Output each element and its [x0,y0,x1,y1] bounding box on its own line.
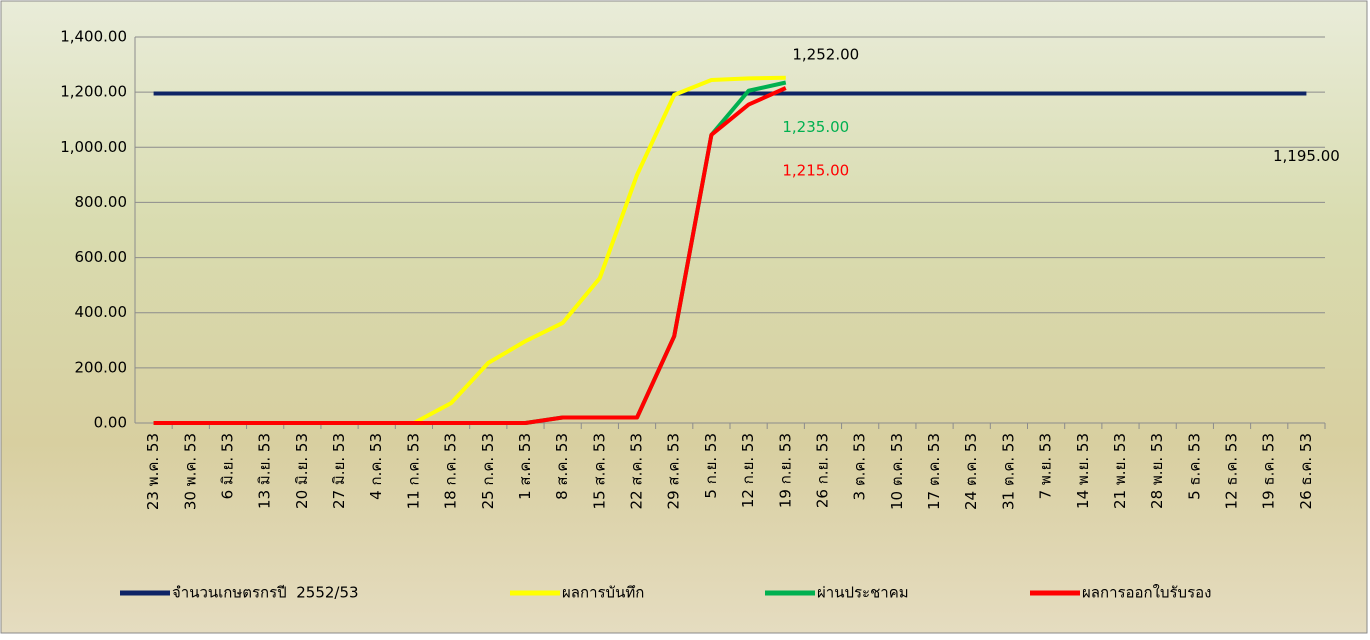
x-tick-label: 12 ก.ย. 53 [739,433,757,508]
y-tick-label: 1,200.00 [60,83,127,101]
page: 0.00 200.00 400.00 600.00 800.00 1,000.00 1,20… [0,0,1370,640]
x-tick-label: 13 มิ.ย. 53 [256,433,274,509]
legend-label: จำนวนเกษตรกรปี 2552/53 [172,584,359,602]
data-label: 1,215.00 [782,162,849,180]
y-tick-label: 800.00 [75,193,128,211]
x-tick-label: 25 ก.ค. 53 [479,433,497,509]
x-tick-label: 29 ส.ค. 53 [665,433,683,509]
x-tick-label: 18 ก.ค. 53 [442,433,460,509]
x-tick-label: 22 ส.ค. 53 [628,433,646,509]
x-tick-label: 8 ส.ค. 53 [553,433,571,500]
y-tick-label: 200.00 [75,358,128,376]
y-tick-label: 0.00 [94,414,127,432]
data-label: 1,195.00 [1273,147,1340,165]
x-tick-label: 27 มิ.ย. 53 [330,433,348,509]
y-tick-label: 400.00 [75,303,128,321]
x-tick-label: 10 ต.ค. 53 [888,433,906,510]
y-tick-label: 1,000.00 [60,138,127,156]
x-tick-label: 30 พ.ค. 53 [181,433,199,510]
x-tick-label: 7 พ.ย. 53 [1037,433,1055,499]
x-tick-label: 26 ธ.ค. 53 [1297,433,1315,509]
x-tick-label: 3 ต.ค. 53 [851,433,869,500]
legend-label: ผลการออกใบรับรอง [1082,584,1211,602]
x-tick-label: 28 พ.ย. 53 [1148,433,1166,509]
x-tick-label: 1 ส.ค. 53 [516,433,534,500]
x-tick-label: 4 ก.ค. 53 [367,433,385,500]
data-label: 1,235.00 [782,118,849,136]
x-tick-label: 26 ก.ย. 53 [813,433,831,508]
legend-label: ผลการบันทึก [562,584,644,602]
x-tick-label: 23 พ.ค. 53 [144,433,162,510]
x-tick-label: 12 ธ.ค. 53 [1223,433,1241,509]
x-tick-label: 21 พ.ย. 53 [1111,433,1129,509]
x-tick-label: 17 ต.ค. 53 [925,433,943,510]
data-label: 1,252.00 [792,45,859,63]
x-tick-label: 19 ธ.ค. 53 [1260,433,1278,509]
x-tick-label: 20 มิ.ย. 53 [293,433,311,509]
y-tick-label: 1,400.00 [60,28,127,46]
legend-label: ผ่านประชาคม [817,584,909,602]
x-tick-label: 24 ต.ค. 53 [962,433,980,510]
x-tick-label: 6 มิ.ย. 53 [218,433,236,499]
x-tick-label: 31 ต.ค. 53 [999,433,1017,510]
x-tick-label: 15 ส.ค. 53 [590,433,608,509]
x-tick-label: 14 พ.ย. 53 [1074,433,1092,509]
y-tick-label: 600.00 [75,248,128,266]
x-tick-label: 5 ก.ย. 53 [702,433,720,499]
x-tick-label: 19 ก.ย. 53 [776,433,794,508]
x-tick-label: 5 ธ.ค. 53 [1185,433,1203,500]
chart: 0.00 200.00 400.00 600.00 800.00 1,000.00 1,20… [0,0,1370,636]
chart-background [1,1,1367,633]
x-tick-label: 11 ก.ค. 53 [404,433,422,509]
